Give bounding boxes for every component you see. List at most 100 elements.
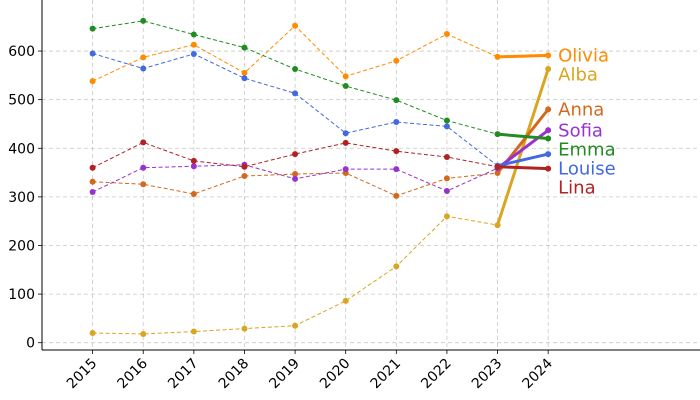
x-tick-label: 2015 [64, 356, 101, 393]
y-tick-label: 600 [8, 44, 35, 60]
data-point-emma [241, 44, 248, 51]
data-point-olivia [545, 52, 552, 59]
data-point-emma [393, 97, 400, 104]
data-point-alba [342, 297, 349, 304]
y-tick-label: 300 [8, 190, 35, 206]
data-point-anna [190, 190, 197, 197]
x-tick-label: 2016 [115, 355, 152, 392]
data-point-alba [140, 330, 147, 337]
series-line-anna [92, 172, 498, 197]
y-tick-label: 500 [8, 93, 35, 109]
series-label-anna: Anna [558, 99, 604, 120]
data-point-olivia [292, 22, 299, 29]
y-tick-label: 400 [8, 141, 35, 157]
data-point-alba [393, 263, 400, 270]
data-point-lina [241, 163, 248, 170]
x-tick-label: 2022 [418, 356, 455, 393]
data-point-louise [393, 119, 400, 126]
data-point-louise [342, 130, 349, 137]
y-tick-label: 0 [26, 336, 35, 352]
data-point-lina [140, 139, 147, 146]
data-point-louise [545, 151, 552, 158]
data-point-anna [140, 181, 147, 188]
series-line-final-lina [496, 165, 550, 171]
y-tick-label: 100 [8, 287, 35, 303]
data-point-louise [89, 50, 96, 57]
x-tick-label: 2017 [165, 356, 202, 393]
data-point-louise [140, 65, 147, 72]
series-line-final-alba [496, 67, 550, 227]
data-point-emma [342, 83, 349, 90]
data-point-sofia [140, 164, 147, 171]
data-point-sofia [443, 188, 450, 195]
data-point-lina [393, 148, 400, 155]
series-line-final-olivia [496, 53, 550, 59]
x-tick-label: 2018 [216, 356, 253, 393]
data-point-anna [241, 172, 248, 179]
data-point-lina [443, 154, 450, 161]
data-point-louise [292, 90, 299, 97]
data-point-anna [393, 192, 400, 199]
data-point-alba [89, 329, 96, 336]
series-line-louise [92, 52, 498, 167]
data-point-emma [443, 117, 450, 124]
data-point-sofia [342, 166, 349, 173]
series-label-emma: Emma [558, 139, 615, 160]
data-point-lina [190, 157, 197, 164]
x-tick-label: 2020 [317, 356, 354, 393]
x-tick-label: 2024 [519, 355, 556, 392]
data-point-alba [190, 328, 197, 335]
data-point-anna [89, 178, 96, 185]
data-point-alba [545, 66, 552, 73]
series-lines [89, 17, 552, 337]
data-point-emma [140, 17, 147, 24]
data-point-alba [292, 322, 299, 329]
data-point-alba [241, 325, 248, 332]
data-point-lina [292, 151, 299, 158]
data-point-olivia [140, 54, 147, 61]
data-point-anna [545, 106, 552, 113]
series-label-sofia: Sofia [558, 120, 603, 141]
data-point-louise [443, 123, 450, 130]
data-point-emma [292, 66, 299, 73]
data-point-alba [494, 222, 501, 229]
data-point-lina [494, 163, 501, 170]
data-point-louise [241, 75, 248, 82]
data-point-olivia [89, 78, 96, 85]
data-point-sofia [190, 163, 197, 170]
series-label-lina: Lina [558, 177, 595, 198]
data-point-olivia [443, 31, 450, 38]
data-point-louise [190, 50, 197, 57]
data-point-sofia [89, 189, 96, 196]
data-point-olivia [393, 57, 400, 64]
data-point-alba [443, 213, 450, 220]
data-point-emma [190, 31, 197, 38]
x-tick-label: 2023 [469, 356, 506, 393]
series-line-lina [92, 141, 498, 169]
data-point-sofia [545, 127, 552, 134]
x-tick-label: 2019 [266, 356, 303, 393]
data-point-lina [342, 139, 349, 146]
series-label-alba: Alba [558, 64, 598, 85]
data-point-emma [494, 131, 501, 138]
data-point-olivia [190, 41, 197, 48]
data-point-sofia [393, 166, 400, 173]
series-line-final-emma [496, 132, 550, 141]
series-label-louise: Louise [558, 158, 616, 179]
data-point-lina [545, 165, 552, 172]
data-point-emma [545, 135, 552, 142]
data-point-olivia [342, 73, 349, 80]
x-tick-label: 2021 [368, 356, 405, 393]
series-label-olivia: Olivia [558, 45, 609, 66]
y-tick-label: 200 [8, 238, 35, 254]
data-point-lina [89, 164, 96, 171]
data-point-anna [443, 175, 450, 182]
data-point-emma [89, 25, 96, 32]
data-point-olivia [494, 53, 501, 60]
data-point-anna [292, 171, 299, 178]
data-point-olivia [241, 69, 248, 76]
data-point-sofia [292, 175, 299, 182]
